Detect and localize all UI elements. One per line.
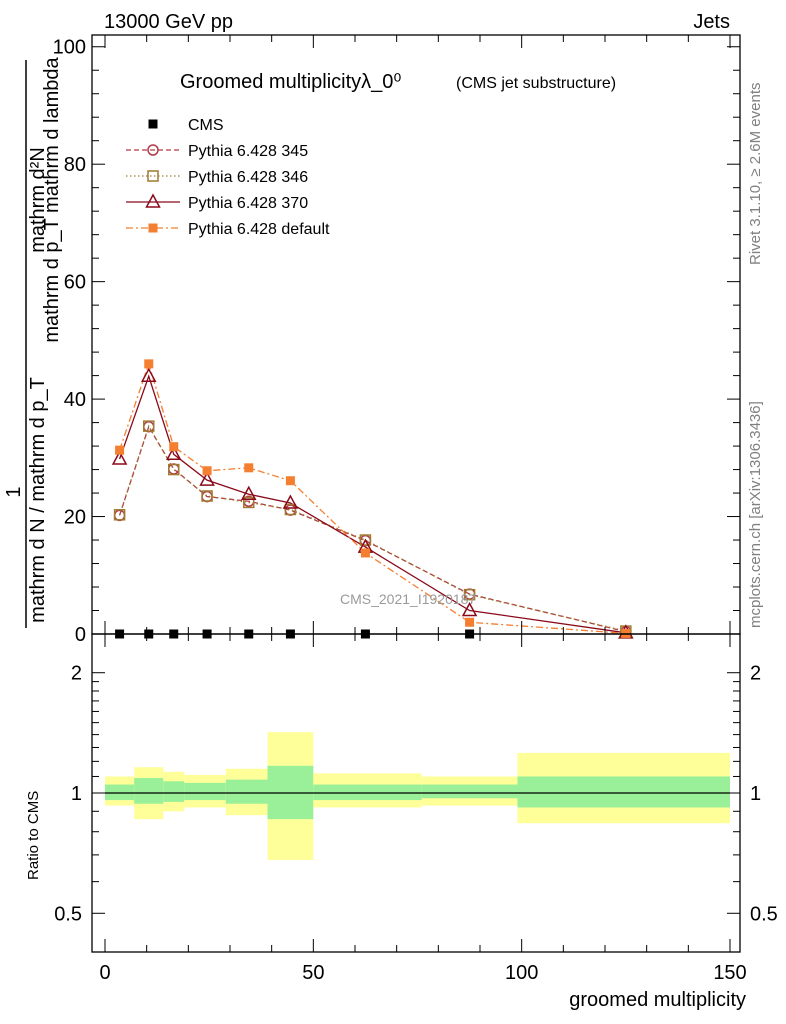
header-left: 13000 GeV pp: [104, 11, 233, 33]
series-3-point-4: [240, 485, 257, 500]
series-3-point-5: [282, 494, 299, 509]
series-2-point-4: [243, 496, 255, 509]
chart-subtitle: (CMS jet substructure): [456, 75, 616, 92]
series-2-point-3: [201, 490, 213, 502]
series-2-point-1: [143, 420, 155, 432]
ratio-ytick-label-left-1: 1: [71, 783, 82, 805]
ylabel-den2: mathrm d p_T mathrm d lambda: [41, 56, 63, 342]
ratio-band-inner-4: [225, 779, 268, 804]
main-ytick-label-40: 40: [64, 389, 86, 411]
ratio-ytick-label-left-0.5: 0.5: [54, 903, 82, 925]
ylabel-num2: mathrm d²N: [27, 147, 49, 253]
series-1-point-5: [284, 504, 297, 516]
series-1-point-2: [168, 463, 180, 475]
series-2-point-2: [168, 463, 180, 476]
series-4-point-5: [285, 476, 295, 486]
side-site: mcplots.cern.ch [arXiv:1306.3436]: [747, 401, 764, 628]
series-3-point-7: [461, 601, 478, 617]
series-4-point-7: [465, 617, 475, 627]
series-3-point-1: [140, 367, 157, 382]
ratio-ytick-label-right-0.5: 0.5: [750, 903, 778, 925]
side-rivet: Rivet 3.1.10, ≥ 2.6M events: [747, 83, 764, 266]
series-line-2: [118, 424, 626, 632]
series-4-point-0: [115, 445, 125, 455]
ratio-band-inner-1: [134, 778, 164, 804]
ratio-band-inner-2: [163, 781, 185, 802]
watermark: CMS_2021_I1920187: [340, 591, 476, 607]
series-line-1: [118, 425, 626, 633]
legend-marker-1: [147, 144, 159, 156]
ratio-xtick-label-0: 0: [99, 962, 110, 984]
legend-label-4: Pythia 6.428 default: [188, 221, 330, 238]
series-2-point-5: [284, 503, 297, 516]
axes: 0 20 40 60 80 100 0 50 100 150 0.5 0.5 1 1 2 2: [53, 34, 778, 984]
series-line-3: [118, 374, 626, 634]
series-2-point-6: [359, 534, 372, 546]
series-2-point-7: [463, 588, 476, 601]
ratio-band-inner-7: [421, 784, 518, 799]
ylabel-den: mathrm d N / mathrm d p_T: [27, 377, 49, 623]
ratio-xtick-label-100: 100: [505, 962, 538, 984]
series-3-point-0: [111, 450, 128, 465]
series-3-point-3: [199, 471, 215, 486]
ratio-band-inner-3: [184, 782, 226, 801]
legend-label-1: Pythia 6.428 345: [188, 143, 308, 160]
ratio-ytick-label-right-1: 1: [750, 783, 761, 805]
ratio-xtick-label-150: 150: [713, 962, 746, 984]
ratio-band-inner-0: [105, 784, 135, 801]
series-4-point-6: [360, 548, 370, 558]
legend: CMS Pythia 6.428 345 Pythia 6.428 346 Pythi…: [126, 117, 330, 238]
series-4-point-3: [202, 466, 212, 476]
main-ytick-label-60: 60: [64, 272, 86, 294]
legend-label-2: Pythia 6.428 346: [188, 169, 308, 186]
main-ytick-label-20: 20: [64, 507, 86, 529]
ratio-band-inner-8: [517, 776, 730, 808]
ratio-band-inner-6: [313, 784, 422, 801]
header-right: Jets: [693, 11, 730, 33]
legend-label-3: Pythia 6.428 370: [188, 195, 308, 212]
chart-title: Groomed multiplicityλ_0⁰: [180, 71, 401, 93]
x-axis-label: groomed multiplicity: [569, 989, 746, 1011]
legend-label-0: CMS: [188, 117, 224, 134]
series-2-point-0: [113, 509, 126, 521]
ratio-ytick-label-left-2: 2: [71, 663, 82, 685]
main-ylabel: 1 mathrm d N / mathrm d p_T mathrm d²N m…: [3, 56, 63, 628]
legend-marker-0: [148, 119, 158, 129]
series-4-point-2: [169, 442, 179, 452]
ratio-xtick-label-50: 50: [302, 962, 324, 984]
legend-marker-3: [145, 193, 161, 208]
ratio-bands: [105, 732, 730, 860]
main-ytick-label-0: 0: [75, 624, 86, 646]
ratio-ytick-label-right-2: 2: [750, 663, 761, 685]
legend-marker-4: [148, 223, 158, 233]
series-3-point-2: [165, 445, 182, 461]
main-ytick-label-100: 100: [53, 37, 86, 59]
ylabel-num: 1: [3, 486, 25, 497]
legend-marker-2: [147, 170, 159, 182]
main-ytick-label-80: 80: [64, 154, 86, 176]
series-4-point-1: [144, 359, 154, 369]
ratio-ylabel: Ratio to CMS: [25, 791, 42, 880]
series-4-point-4: [244, 463, 254, 473]
